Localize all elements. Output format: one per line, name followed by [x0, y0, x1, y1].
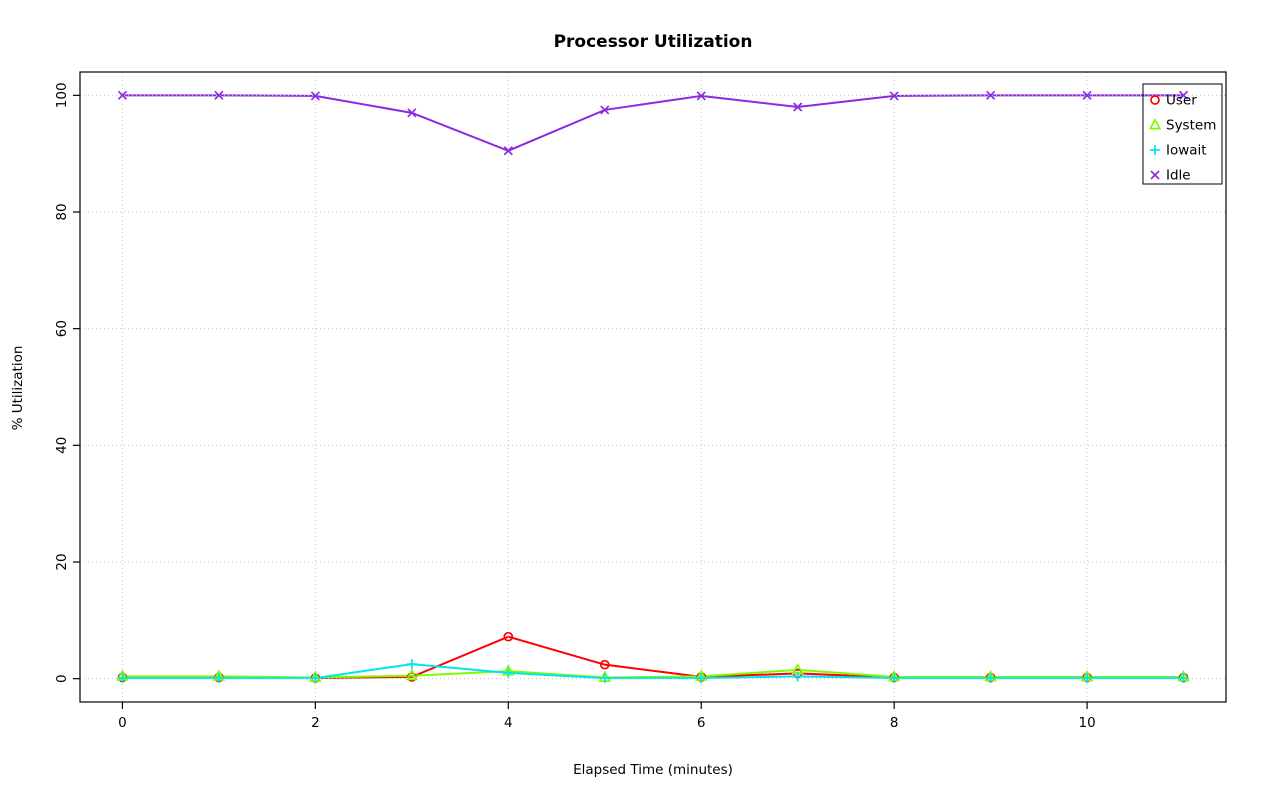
- legend-box: [1142, 83, 1223, 185]
- x-axis-tick-label: 4: [504, 715, 513, 731]
- legend-marker-idle: [1150, 170, 1160, 180]
- marker-iowait: [1082, 673, 1093, 684]
- gridlines: [80, 72, 1226, 702]
- legend-label: Idle: [1166, 168, 1191, 184]
- marker-iowait: [503, 667, 514, 678]
- marker-idle: [889, 91, 899, 101]
- marker-idle: [310, 91, 320, 101]
- marker-user: [503, 631, 514, 642]
- x-axis-label: Elapsed Time (minutes): [573, 762, 733, 778]
- x-axis-tick-label: 0: [118, 715, 127, 731]
- marker-iowait: [117, 673, 128, 684]
- legend-item-iowait: Iowait: [1150, 143, 1207, 159]
- y-axis-tick-label: 60: [54, 320, 70, 337]
- legend-label: Iowait: [1166, 143, 1207, 159]
- marker-idle: [600, 105, 610, 115]
- marker-user: [599, 659, 610, 670]
- marker-iowait: [310, 673, 321, 684]
- chart-title: Processor Utilization: [553, 32, 753, 52]
- marker-iowait: [406, 659, 417, 670]
- marker-idle: [214, 90, 224, 100]
- legend-marker-iowait: [1150, 145, 1160, 155]
- marker-iowait: [985, 673, 996, 684]
- marker-idle: [986, 90, 996, 100]
- marker-iowait: [213, 673, 224, 684]
- marker-idle: [1082, 90, 1092, 100]
- marker-idle: [503, 146, 513, 156]
- marker-idle: [793, 102, 803, 112]
- marker-iowait: [696, 673, 707, 684]
- marker-idle: [696, 91, 706, 101]
- legend: User System Iowait Idle: [1142, 83, 1223, 185]
- series-line-idle: [122, 94, 1184, 152]
- legend-marker-user: [1150, 95, 1160, 105]
- y-axis-tick-label: 0: [54, 674, 70, 683]
- marker-idle: [407, 108, 417, 118]
- legend-item-idle: Idle: [1150, 168, 1191, 184]
- series-line-user: [122, 635, 1184, 680]
- x-axis-tick-label: 2: [311, 715, 320, 731]
- x-axis-tick-label: 10: [1078, 715, 1095, 731]
- plot-border: [79, 71, 1227, 703]
- y-axis-tick-label: 40: [54, 437, 70, 454]
- x-axis-tick-label: 8: [890, 715, 899, 731]
- marker-iowait: [599, 673, 610, 684]
- y-axis-tick-label: 20: [54, 553, 70, 570]
- y-axis-tick-label: 100: [54, 82, 70, 108]
- legend-label: User: [1166, 93, 1197, 109]
- marker-iowait: [889, 673, 900, 684]
- x-axis-tick-label: 6: [697, 715, 706, 731]
- marker-iowait: [792, 671, 803, 682]
- marker-idle: [1178, 90, 1189, 100]
- marker-system: [405, 668, 419, 681]
- series-line-iowait: [122, 663, 1184, 680]
- legend-marker-system: [1148, 118, 1162, 130]
- legend-label: System: [1166, 118, 1216, 134]
- series-lines: [122, 94, 1184, 680]
- marker-idle: [117, 90, 128, 100]
- y-axis-tick-label: 80: [54, 203, 70, 220]
- series-markers: [116, 90, 1190, 684]
- legend-item-user: User: [1150, 93, 1197, 109]
- marker-iowait: [1178, 673, 1189, 684]
- legend-item-system: System: [1148, 118, 1216, 134]
